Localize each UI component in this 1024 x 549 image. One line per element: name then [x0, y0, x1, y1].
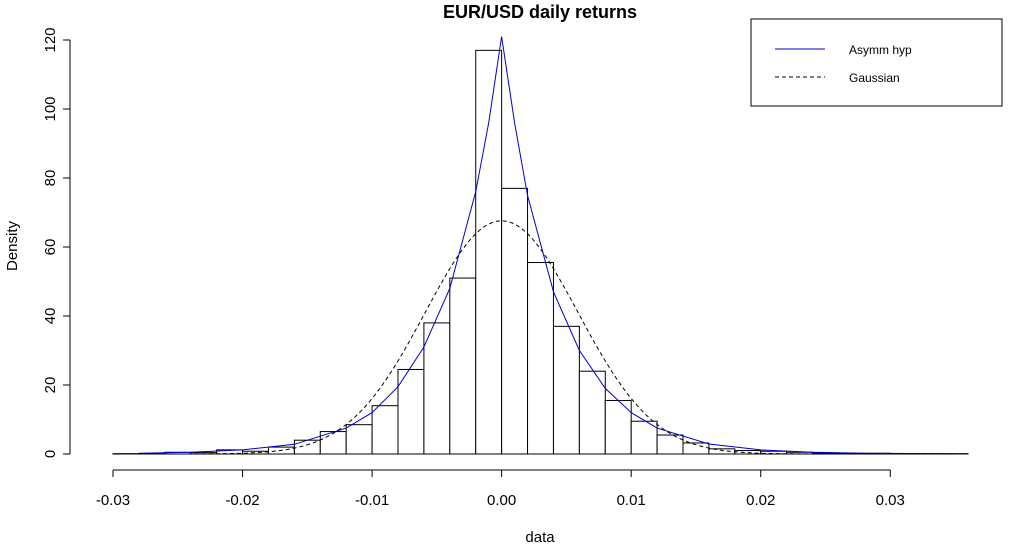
- x-tick-label: 0.00: [487, 492, 516, 509]
- histogram-bar: [553, 326, 579, 454]
- histogram-bar: [476, 50, 502, 454]
- histogram-bar: [579, 371, 605, 454]
- histogram-bars: [113, 50, 968, 454]
- y-tick-label: 0: [42, 450, 59, 458]
- histogram-bar: [502, 188, 528, 454]
- x-tick-label: 0.03: [876, 492, 905, 509]
- histogram-bar: [346, 425, 372, 454]
- chart-title: EUR/USD daily returns: [443, 2, 637, 22]
- y-tick-label: 100: [42, 96, 59, 121]
- histogram-bar: [294, 440, 320, 454]
- histogram-bar: [657, 435, 683, 454]
- y-tick-label: 40: [42, 308, 59, 325]
- legend-label: Gaussian: [849, 71, 900, 85]
- x-tick-label: 0.01: [617, 492, 646, 509]
- x-tick-label: -0.02: [225, 492, 259, 509]
- histogram-bar: [424, 323, 450, 454]
- x-axis: -0.03 -0.02 -0.01 0.00 0.01 0.02 0.03: [96, 470, 905, 509]
- legend-label: Asymm hyp: [849, 43, 912, 57]
- histogram-bar: [372, 406, 398, 454]
- y-axis-label: Density: [4, 220, 21, 271]
- histogram-bar: [398, 369, 424, 454]
- histogram-bar: [709, 449, 735, 454]
- y-tick-label: 20: [42, 377, 59, 394]
- legend: Asymm hyp Gaussian: [751, 19, 1002, 106]
- x-tick-label: 0.02: [746, 492, 775, 509]
- x-axis-label: data: [525, 529, 555, 546]
- legend-box: [751, 19, 1002, 106]
- y-tick-label: 60: [42, 239, 59, 256]
- histogram-bar: [450, 278, 476, 454]
- histogram-bar: [528, 263, 554, 454]
- x-tick-label: -0.01: [355, 492, 389, 509]
- x-tick-label: -0.03: [96, 492, 130, 509]
- y-tick-label: 120: [42, 27, 59, 52]
- y-tick-label: 80: [42, 170, 59, 187]
- y-axis: 0 20 40 60 80 100 120: [42, 27, 70, 458]
